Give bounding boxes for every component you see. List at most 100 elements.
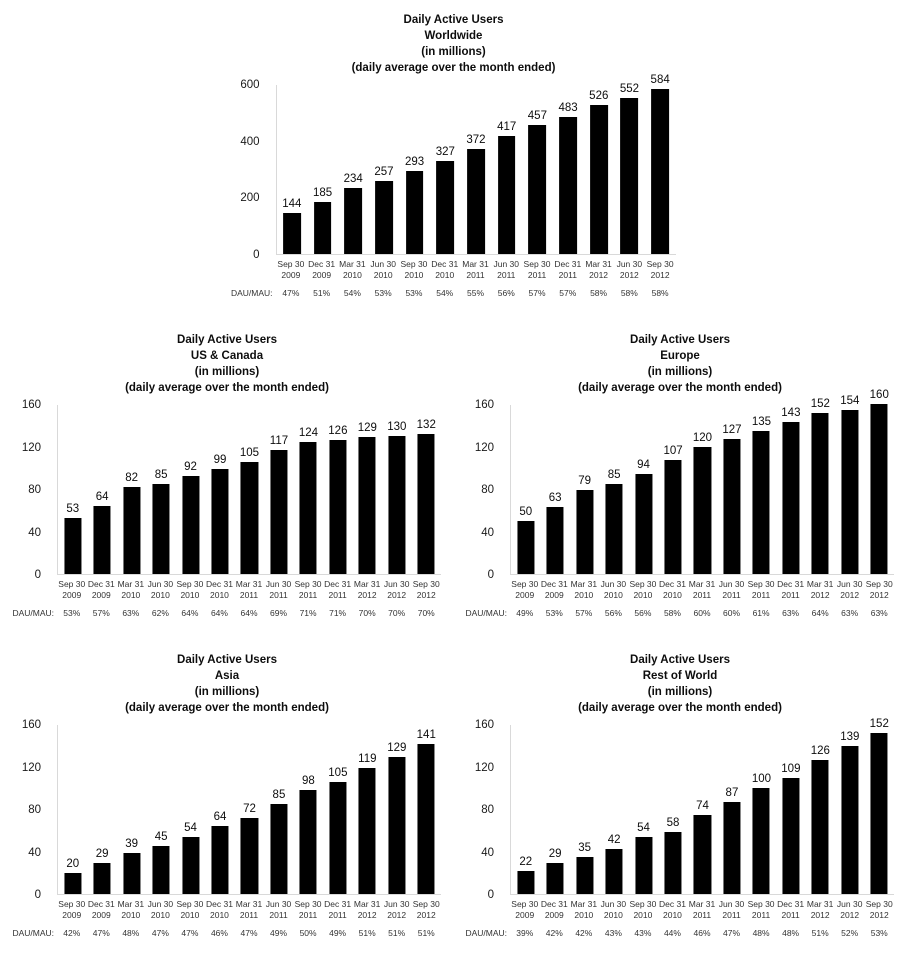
dau-mau-value: 64% [181,608,199,618]
x-axis-tick-date: Dec 31 [658,899,686,909]
x-axis-tick-label: Sep 30 2012 [645,259,676,281]
x-axis-tick-year: 2012 [810,910,830,920]
bar-value-label: 117 [269,434,289,447]
x-axis-tick-label: Dec 31 2009 [87,899,117,921]
dau-mau-label: DAU/MAU: [465,608,507,618]
x-axis-tick-label: Sep 30 2011 [293,579,323,601]
bar [467,148,485,254]
dau-mau-label: DAU/MAU: [465,928,507,938]
bar [270,449,288,574]
bar-value-label: 74 [696,800,709,813]
x-axis-tick-year: 2010 [633,590,653,600]
bar-column: 100 [747,725,776,894]
chart-title: Daily Active Users Europe (in millions) (da… [458,332,902,396]
x-axis-tick-label: Mar 31 2012 [352,579,382,601]
y-axis-tick-label: 600 [240,79,260,91]
bar-value-label: 584 [650,73,670,86]
bar-column: 152 [806,398,835,574]
bar [152,483,170,574]
dau-mau-value: 63% [122,608,140,618]
x-axis-tick-year: 2012 [840,590,860,600]
x-axis-tick-date: Jun 30 [616,259,643,269]
x-axis-tick-date: Mar 31 [117,899,145,909]
x-axis-tick-label: Jun 30 2010 [146,899,176,921]
bar-column: 85 [599,405,628,574]
x-axis-tick-date: Jun 30 [718,899,745,909]
bar-value-label: 107 [663,445,683,458]
dau-mau-value: 60% [723,608,741,618]
y-axis-tick-label: 0 [34,889,41,901]
bar-value-label: 45 [154,831,168,844]
x-axis-labels: Sep 30 2009 Dec 31 2009 Mar 31 2010 Jun 30 2010… [57,579,441,601]
x-axis-tick-label: Sep 30 2010 [175,899,205,921]
bar-value-label: 82 [125,471,139,484]
bar-value-label: 64 [213,811,227,823]
bar [693,446,712,574]
x-axis-tick-date: Sep 30 [629,899,657,909]
x-axis-tick-label: Jun 30 2012 [614,259,645,281]
bar-value-label: 94 [637,459,650,472]
x-axis-tick-date: Jun 30 [836,579,863,589]
bar-value-label: 141 [416,729,436,742]
dau-mau-value: 51% [811,928,829,938]
x-axis-tick-year: 2010 [150,590,170,600]
y-axis-tick-label: 0 [487,889,494,901]
y-axis-tick-label: 160 [21,719,41,731]
bar [723,439,741,574]
y-axis-tick-label: 0 [34,569,41,581]
chart-title-line: (daily average over the month ended) [125,702,329,714]
y-axis-tick-label: 0 [253,249,260,261]
bar [752,430,770,574]
x-axis-tick-year: 2012 [357,910,377,920]
chart-asia: Daily Active Users Asia (in millions) (dail… [5,652,449,938]
chart-title-line: Rest of World [642,670,718,682]
x-axis-tick-year: 2009 [544,910,564,920]
dau-mau-value: 47% [240,928,258,938]
x-axis-tick-label: Mar 31 2012 [805,899,835,921]
x-axis-tick-year: 2009 [312,270,332,280]
dau-mau-value: 42% [575,928,593,938]
dau-mau-value: 51% [313,288,331,298]
dau-mau-value: 63% [782,608,800,618]
x-axis-tick-year: 2011 [722,910,741,920]
bar [811,412,829,574]
bar [620,97,639,254]
bar-column: 50 [511,405,540,574]
chart-title-line: (daily average over the month ended) [578,702,782,714]
x-axis-tick-year: 2011 [269,590,288,600]
dau-mau-value: 61% [752,608,770,618]
x-axis-tick-year: 2011 [722,590,741,600]
y-axis-tick-label: 400 [240,135,260,148]
x-axis-tick-year: 2010 [150,910,170,920]
bar-column: 99 [205,405,234,574]
chart-title-line: (in millions) [647,686,713,698]
dau-mau-row: DAU/MAU: 42% 47% 48% 47% 47% 46% 47% 49% 50% 49% 51… [5,928,449,938]
bar-value-label: 85 [272,788,286,801]
bar-value-label: 39 [125,837,139,850]
bar [605,483,623,574]
chart-title: Daily Active Users Worldwide (in millions)… [224,12,684,76]
x-axis-labels: Sep 30 2009 Dec 31 2009 Mar 31 2010 Jun 30 2010… [510,899,894,921]
x-axis-tick-label: Jun 30 2011 [264,579,294,601]
bar-column: 107 [658,405,687,574]
x-axis-tick-label: Mar 31 2010 [116,899,146,921]
x-axis-tick-label: Jun 30 2011 [264,899,294,921]
x-axis-tick-date: Sep 30 [400,259,428,269]
dau-mau-value: 62% [151,608,169,618]
bar-value-label: 29 [95,848,109,861]
bar-value-label: 372 [466,133,486,146]
x-axis-tick-date: Sep 30 [629,579,657,589]
dau-mau-value: 46% [693,928,711,938]
bar-value-label: 105 [239,447,260,460]
bar-value-label: 98 [302,774,315,787]
y-axis-tick-label: 40 [28,846,41,859]
bar-column: 45 [146,725,175,894]
x-axis-tick-year: 2011 [781,590,800,600]
bar-value-label: 126 [810,745,830,758]
bar [375,181,393,254]
dau-mau-value: 69% [270,608,288,618]
bar-column: 74 [688,725,717,894]
bar-column: 82 [117,405,146,574]
y-axis-tick-label: 120 [21,441,41,454]
